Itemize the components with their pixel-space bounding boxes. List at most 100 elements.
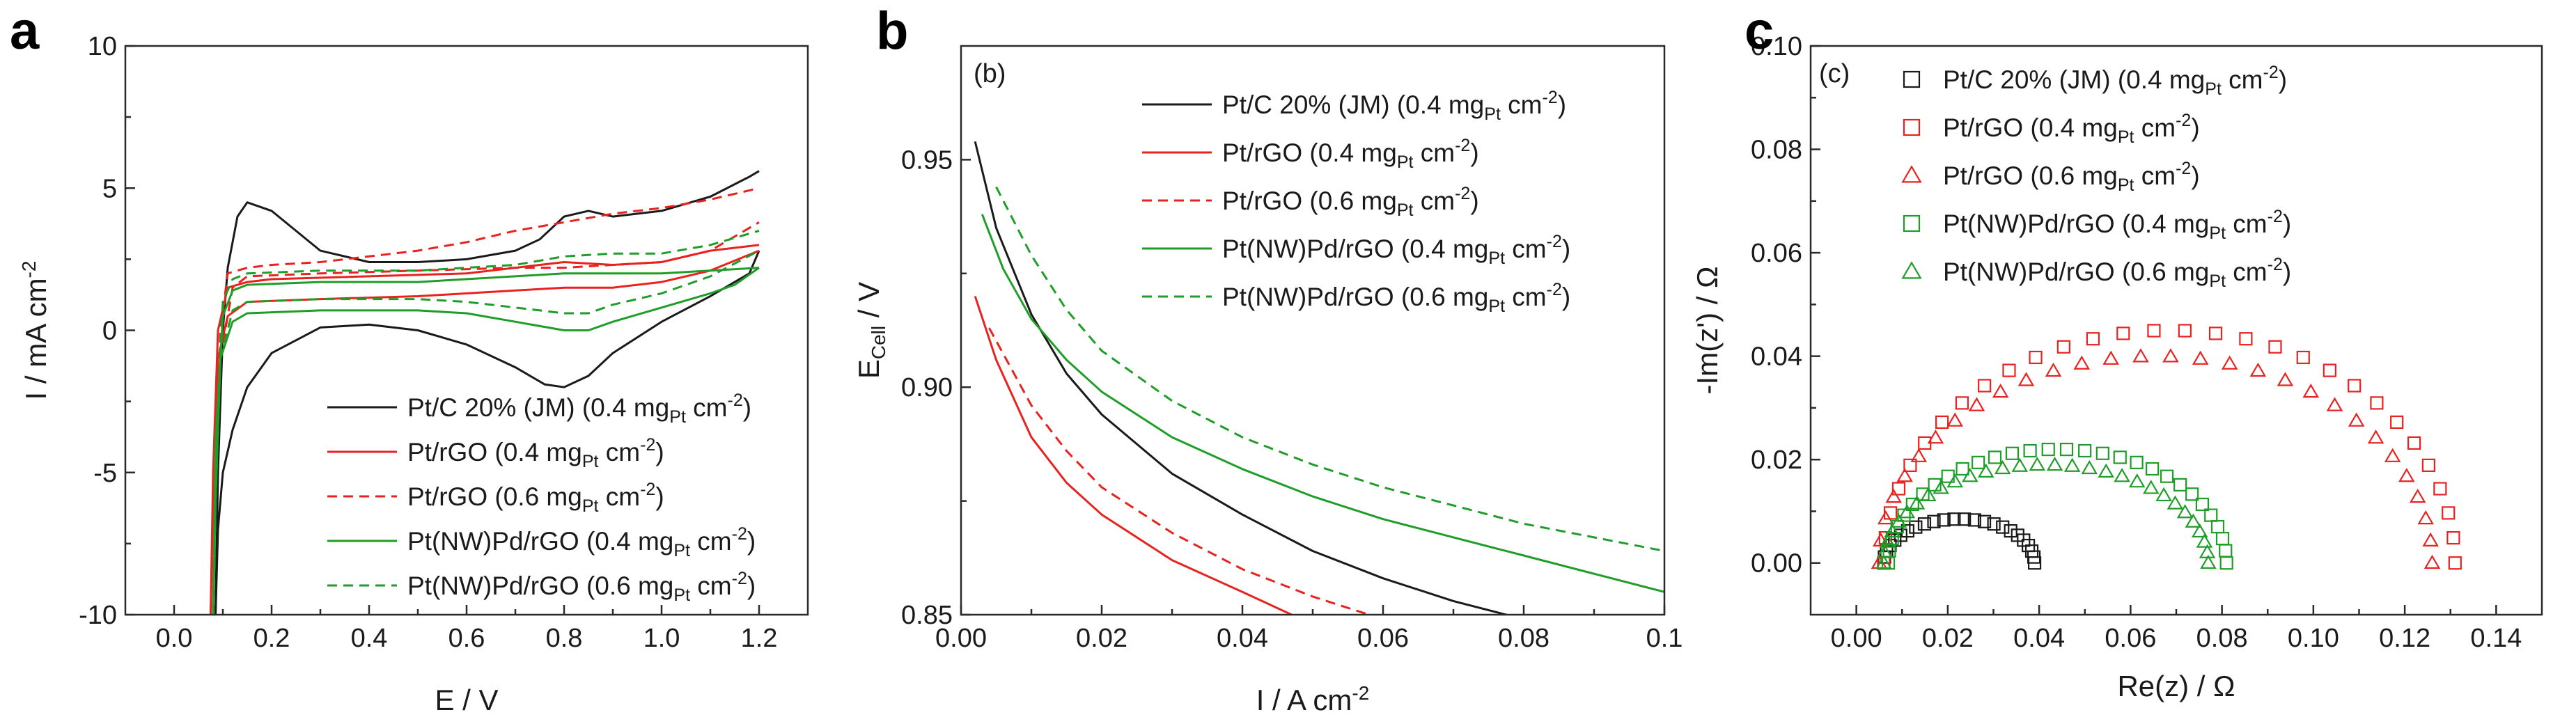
panel-c-series-4-marker (2146, 462, 2160, 476)
panel-c-series-3-marker (2423, 554, 2441, 569)
panel-c-series-3-marker (2132, 348, 2149, 363)
panel-c-series-3-marker (2162, 348, 2179, 363)
panel-b-legend-label-3: Pt/rGO (0.6 mgPt cm-2) (1222, 184, 1479, 220)
panel-c-y-axis-label: -Im(z') / Ω (1691, 266, 1724, 394)
panel-c-series-3-marker (2102, 350, 2120, 365)
panel-a-x-tick-label: 0.6 (448, 624, 485, 653)
panel-c-series-2-marker (2323, 363, 2336, 377)
panel-c-series-3-marker (2192, 350, 2209, 365)
panel-c-series-3-marker (1946, 412, 1963, 427)
panel-c-x-tick-label: 0.08 (2196, 624, 2248, 653)
panel-c-series-5-marker (2128, 473, 2146, 488)
panel-c-series-2-marker (2208, 326, 2223, 340)
panel-c-series-2-marker (2348, 379, 2362, 393)
panel-c-series-3-marker (2277, 372, 2294, 386)
panel-c-series-3-marker (2367, 430, 2384, 444)
panel-c-y-tick-label: 0.00 (1751, 549, 1802, 579)
panel-c-series-3-marker (1910, 448, 1928, 462)
panel-b-series-5-line (995, 186, 1664, 552)
panel-a-x-tick-label: 1.2 (741, 624, 778, 653)
panel-c-series-1-marker (1937, 513, 1951, 527)
panel-c-series-4-marker (2204, 508, 2218, 522)
panel-c-series-4-marker (2210, 519, 2225, 534)
panel-c-series-2-marker (2446, 530, 2460, 545)
panel-c-series-1-marker (1947, 512, 1961, 526)
panel-b-legend-label-1: Pt/C 20% (JM) (0.4 mgPt cm-2) (1222, 88, 1566, 124)
panel-b-x-axis-label: I / A cm-2 (1256, 682, 1370, 716)
panel-b-series-1-line (974, 141, 1511, 615)
panel-a-series-4-reverse-sweep (212, 267, 760, 615)
panel-b-plot-frame (960, 45, 1666, 616)
panel-c-series-2-marker (1903, 458, 1917, 472)
panel-c-x-tick-label: 0.00 (1831, 624, 1882, 653)
panel-c-series-3-marker (2417, 510, 2434, 525)
panel-c-series-5-marker (1890, 513, 1907, 528)
panel-c-series-2-marker (2442, 506, 2456, 520)
panel-a-y-tick-label: -10 (79, 601, 117, 630)
panel-c-series-5-marker (1875, 554, 1892, 569)
panel-c-series-4-marker (2041, 442, 2055, 457)
panel-b-series-2-line (974, 296, 1293, 615)
panel-c-series-3-marker (2249, 362, 2267, 377)
panel-b-legend-label-4: Pt(NW)Pd/rGO (0.4 mgPt cm-2) (1222, 232, 1570, 268)
panel-b-series-4-line (981, 214, 1664, 593)
panel-c-series-5-marker (1920, 487, 1937, 502)
panel-c-series-4-marker (2185, 487, 2199, 501)
panel-a-y-axis-label: I / mA cm-2 (18, 261, 52, 400)
panel-c-series-3-marker (2409, 488, 2426, 503)
panel-c-series-4-marker (2215, 532, 2230, 546)
panel-c-series-3-marker (2326, 397, 2343, 411)
panel-c-series-5-marker (1898, 504, 1916, 519)
panel-c-legend-marker-1 (1903, 70, 1921, 88)
panel-a-x-tick-label: 0.2 (253, 624, 290, 653)
panel-c-y-tick-label: 0.10 (1751, 32, 1802, 61)
panel-c-series-2-marker (2296, 350, 2310, 365)
panel-c-legend-label-2: Pt/rGO (0.4 mgPt cm-2) (1943, 111, 2200, 147)
panel-a-series-5-forward-sweep (212, 249, 760, 615)
panel-c-series-5-marker (2191, 523, 2208, 538)
panel-c-series-3-marker (2045, 362, 2062, 377)
panel-a-series-3-forward-sweep (212, 221, 760, 615)
panel-c-series-2-marker (2116, 326, 2130, 340)
panel-b-series-group (974, 141, 1664, 615)
panel-c-series-5-marker (2081, 459, 2098, 475)
panel-c-series-2-marker (2239, 332, 2253, 346)
panel-a-legend-label-2: Pt/rGO (0.4 mgPt cm-2) (407, 435, 664, 471)
panel-c-series-3-marker (1927, 430, 1944, 444)
panel-c-series-1-marker (1967, 513, 1981, 527)
panel-c-y-tick-label: 0.04 (1751, 343, 1802, 372)
panel-b-y-tick-label: 0.85 (901, 601, 953, 630)
panel-c-series-4-marker (2005, 446, 2020, 460)
panel-c-series-5-marker (2167, 495, 2184, 510)
panel-a-x-tick-label: 0.4 (351, 624, 388, 653)
panel-c-series-5-marker (2200, 554, 2217, 569)
panel-c-legend-label-5: Pt(NW)Pd/rGO (0.6 mgPt cm-2) (1943, 255, 2291, 291)
panel-b-legend-label-2: Pt/rGO (0.4 mgPt cm-2) (1222, 136, 1479, 172)
panel-c-series-3-marker (1992, 383, 2009, 398)
panel-a-series-group (210, 170, 760, 615)
panel-c-series-2-marker (2421, 458, 2436, 472)
panel-c-series-2-marker (2147, 324, 2161, 338)
panel-c-x-axis-label: Re(z) / Ω (2117, 670, 2235, 702)
panel-b-x-tick-label: 0.1 (1646, 624, 1683, 653)
panel-c-series-5-marker (2046, 456, 2063, 471)
panel-c-series-1-marker (2027, 556, 2042, 570)
panel-c-series-5-marker (2196, 533, 2213, 548)
panel-c-series-3-marker (1968, 397, 1985, 411)
panel-b-inner-tag: (b) (974, 59, 1006, 88)
panel-c-series-1-marker (2004, 524, 2017, 538)
panel-c-series-4-marker (2173, 478, 2187, 491)
panel-a-x-axis-label: E / V (435, 684, 498, 716)
panel-c-series-5-marker (2011, 457, 2029, 472)
panel-c-series-2-marker (1935, 415, 1949, 430)
panel-c-x-tick-label: 0.06 (2105, 624, 2156, 653)
panel-a: 0.0 0.2 0.4 0.6 0.8 1.0 1.2 -10 -5 0 5 10 E / V I / m… (10, 1, 809, 716)
panel-c-series-4-marker (2219, 544, 2233, 558)
panel-c-series-2-marker (2268, 340, 2282, 354)
panel-a-x-tick-label: 1.0 (643, 624, 680, 653)
panel-c-series-4-marker (1972, 455, 1985, 469)
panel-c-series-5-marker (2029, 456, 2046, 471)
panel-c-series-4-marker (2078, 443, 2092, 458)
panel-c-inner-tag: (c) (1819, 59, 1850, 88)
